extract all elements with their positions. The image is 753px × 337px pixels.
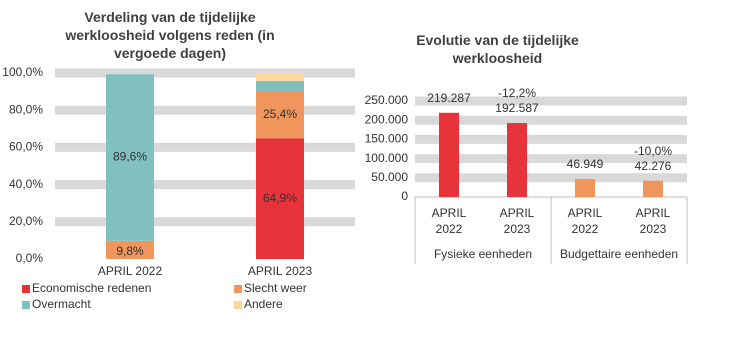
data-label: 219.287 [427, 91, 471, 105]
y-tick-label: 20,0% [9, 214, 43, 228]
bar [575, 178, 595, 197]
y-tick-label: 150.000 [365, 132, 409, 146]
data-label: 42.276 [635, 159, 672, 173]
legend-swatch [234, 301, 242, 309]
bar-segment [256, 138, 304, 259]
data-label: 25,4% [263, 107, 297, 121]
data-label: 64,9% [263, 191, 297, 205]
data-label: 46.949 [567, 157, 604, 171]
bar-segment [256, 91, 304, 139]
y-tick-label: 100.000 [365, 151, 409, 165]
legend-label: Economische redenen [32, 281, 151, 295]
bar-segment [256, 73, 304, 81]
x-tick-label: APRIL 2022 [98, 264, 163, 278]
y-tick-label: 100,0% [2, 65, 43, 79]
y-tick-label: 50.000 [371, 170, 408, 184]
x-tick-label: APRIL 2022 [567, 206, 603, 236]
y-tick-label: 0 [401, 189, 408, 203]
bar-segment [106, 240, 154, 259]
chart-title: Evolutie van de tijdelijke werkloosheid [416, 32, 579, 66]
legend-swatch [22, 301, 30, 309]
change-label: -12,2% [498, 86, 536, 100]
data-label: 89,6% [113, 150, 147, 164]
data-label: 192.587 [495, 101, 539, 115]
x-tick-label: APRIL 2023 [248, 264, 313, 278]
legend-label: Andere [244, 297, 283, 311]
y-tick-label: 80,0% [9, 102, 43, 116]
change-label: -10,0% [634, 144, 672, 158]
legend-swatch [234, 285, 242, 293]
group-label: Fysieke eenheden [434, 247, 532, 261]
y-tick-label: 0,0% [16, 251, 44, 265]
data-label: 9,8% [116, 244, 144, 258]
bar-segment [106, 73, 154, 75]
x-tick-label: APRIL 2023 [499, 206, 535, 236]
bar [439, 112, 459, 197]
legend-label: Slecht weer [244, 281, 307, 295]
legend-label: Overmacht [32, 297, 91, 311]
bar [507, 123, 527, 197]
y-tick-label: 60,0% [9, 140, 43, 154]
legend-swatch [22, 285, 30, 293]
bar-segment [256, 80, 304, 92]
bar [643, 180, 663, 197]
group-label: Budgettaire eenheden [560, 247, 678, 261]
chart-title: Verdeling van de tijdelijke werkloosheid… [65, 9, 275, 61]
y-tick-label: 250.000 [365, 93, 409, 107]
x-tick-label: APRIL 2022 [431, 206, 467, 236]
y-tick-label: 200.000 [365, 112, 409, 126]
x-tick-label: APRIL 2023 [635, 206, 671, 236]
bar-segment [106, 74, 154, 241]
y-tick-label: 40,0% [9, 177, 43, 191]
